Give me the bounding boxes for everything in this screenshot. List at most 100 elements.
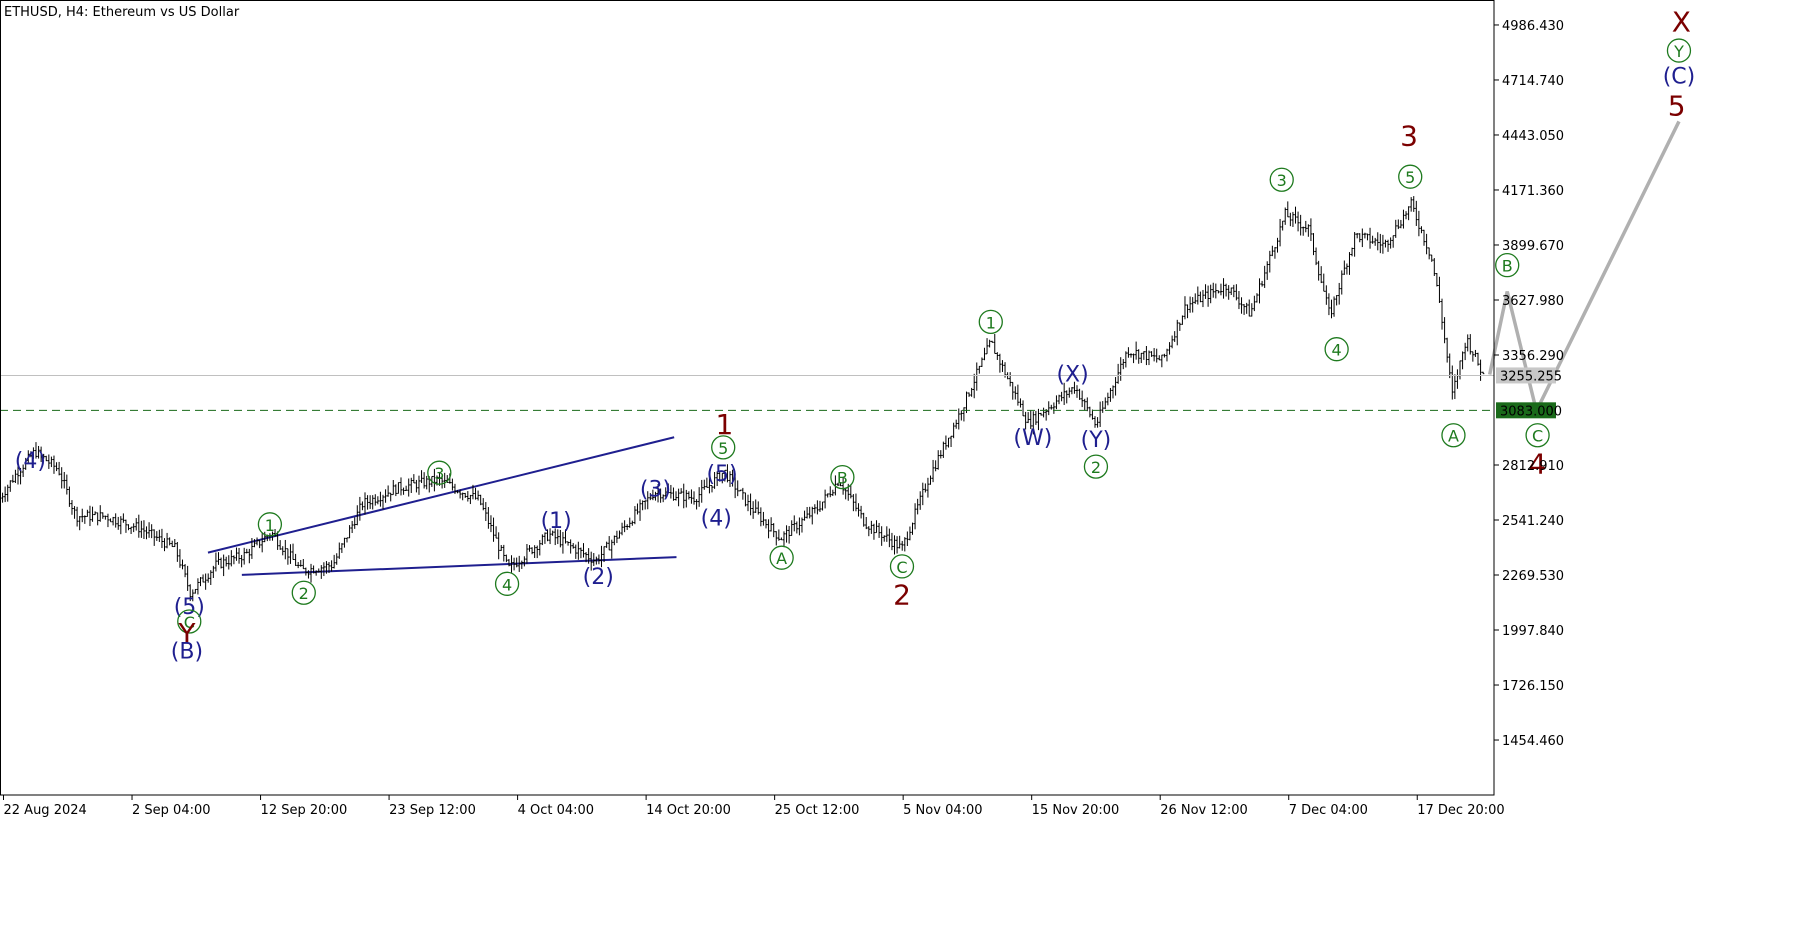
price-bar bbox=[623, 520, 626, 533]
price-bar bbox=[656, 484, 660, 503]
price-bar bbox=[1170, 335, 1174, 349]
wave-circle bbox=[889, 554, 915, 579]
price-bar bbox=[1201, 289, 1205, 308]
price-bar bbox=[1196, 286, 1200, 305]
price-bar bbox=[366, 495, 369, 510]
price-bar bbox=[960, 410, 963, 421]
wave-text: 5 bbox=[1405, 168, 1415, 187]
x-tick-label: 25 Oct 12:00 bbox=[775, 803, 860, 818]
price-bar bbox=[296, 562, 300, 569]
price-bar bbox=[566, 541, 570, 546]
price-bar bbox=[1140, 352, 1143, 364]
price-bar bbox=[353, 517, 356, 529]
price-bar bbox=[176, 541, 179, 562]
wave-circle bbox=[177, 609, 202, 634]
price-bar bbox=[1209, 284, 1212, 304]
wave-label: 5 bbox=[711, 435, 736, 460]
price-bar bbox=[171, 540, 174, 548]
price-bar bbox=[1422, 229, 1426, 246]
y-tick-label: 2269.530 bbox=[1502, 569, 1564, 584]
price-bar bbox=[690, 489, 693, 504]
price-bar bbox=[597, 554, 601, 565]
price-bar bbox=[1026, 412, 1030, 424]
price-bar bbox=[1278, 218, 1282, 247]
price-bar bbox=[834, 475, 837, 496]
price-bar bbox=[1327, 293, 1331, 316]
price-bar bbox=[972, 373, 976, 399]
price-bar bbox=[736, 480, 739, 497]
price-bar bbox=[1029, 410, 1032, 429]
price-bar bbox=[492, 517, 495, 542]
price-bar bbox=[1083, 398, 1086, 411]
wave-text: (C) bbox=[1663, 64, 1696, 89]
price-bar bbox=[636, 503, 639, 515]
price-bar bbox=[1345, 263, 1349, 275]
price-bar bbox=[317, 568, 320, 573]
y-tick-label: 3356.290 bbox=[1502, 349, 1564, 364]
price-bar bbox=[548, 528, 552, 545]
price-bar bbox=[1355, 233, 1359, 239]
price-bar bbox=[574, 544, 577, 559]
price-bar bbox=[572, 543, 575, 549]
price-bar bbox=[1276, 237, 1279, 253]
wave-circle bbox=[494, 571, 520, 596]
price-bar bbox=[11, 474, 15, 483]
price-bar bbox=[1232, 284, 1236, 298]
price-bar bbox=[556, 529, 559, 545]
price-bar bbox=[1404, 211, 1408, 220]
price-bar bbox=[841, 477, 845, 495]
price-bar bbox=[402, 487, 405, 495]
price-bar bbox=[1409, 197, 1413, 212]
wave-label: 3 bbox=[1269, 167, 1294, 192]
price-bar bbox=[27, 450, 30, 463]
price-bar bbox=[1271, 245, 1274, 257]
wave-label: Y bbox=[177, 617, 196, 650]
price-bar bbox=[165, 532, 169, 549]
price-bar bbox=[1307, 224, 1310, 237]
price-bar bbox=[217, 552, 220, 565]
price-bar bbox=[219, 557, 223, 569]
price-bar bbox=[944, 435, 948, 450]
price-bar bbox=[955, 419, 958, 429]
price-bar bbox=[1302, 226, 1305, 236]
wave-label: 4 bbox=[494, 571, 520, 596]
price-bar bbox=[1350, 247, 1354, 257]
price-bar bbox=[939, 450, 942, 459]
price-bar bbox=[1114, 377, 1117, 396]
price-bar bbox=[343, 537, 346, 548]
y-tick-label: 4714.740 bbox=[1502, 74, 1564, 89]
price-bar bbox=[762, 511, 765, 526]
price-bar bbox=[1435, 273, 1439, 287]
price-bar bbox=[212, 565, 215, 579]
price-bar bbox=[769, 517, 773, 532]
price-bar bbox=[358, 496, 362, 521]
price-bar bbox=[464, 492, 467, 498]
price-bar bbox=[309, 563, 313, 583]
price-bar bbox=[895, 536, 899, 554]
price-bar bbox=[1427, 247, 1431, 260]
wave-text: 1 bbox=[715, 408, 733, 441]
price-bar bbox=[181, 559, 184, 570]
price-bar bbox=[1165, 348, 1169, 362]
price-bar bbox=[1078, 388, 1081, 400]
price-bar bbox=[1104, 397, 1107, 410]
price-bar bbox=[1453, 374, 1457, 400]
price-bar bbox=[137, 514, 141, 538]
price-bar bbox=[1093, 416, 1097, 428]
price-bar bbox=[201, 574, 205, 583]
wave-text: Y bbox=[1673, 42, 1684, 61]
price-bar bbox=[173, 538, 176, 548]
price-bar bbox=[1394, 219, 1397, 238]
price-bar bbox=[523, 556, 526, 567]
trendline bbox=[207, 436, 675, 554]
price-bar bbox=[1289, 212, 1292, 227]
wave-label: 4 bbox=[1529, 447, 1547, 480]
wave-circle bbox=[1441, 423, 1466, 448]
price-bar bbox=[780, 537, 783, 541]
price-bar bbox=[1214, 283, 1218, 299]
wave-circle bbox=[1666, 38, 1692, 63]
price-bar bbox=[710, 485, 714, 493]
price-bar bbox=[258, 540, 261, 549]
price-bar bbox=[1479, 359, 1482, 381]
price-bar bbox=[685, 489, 688, 508]
